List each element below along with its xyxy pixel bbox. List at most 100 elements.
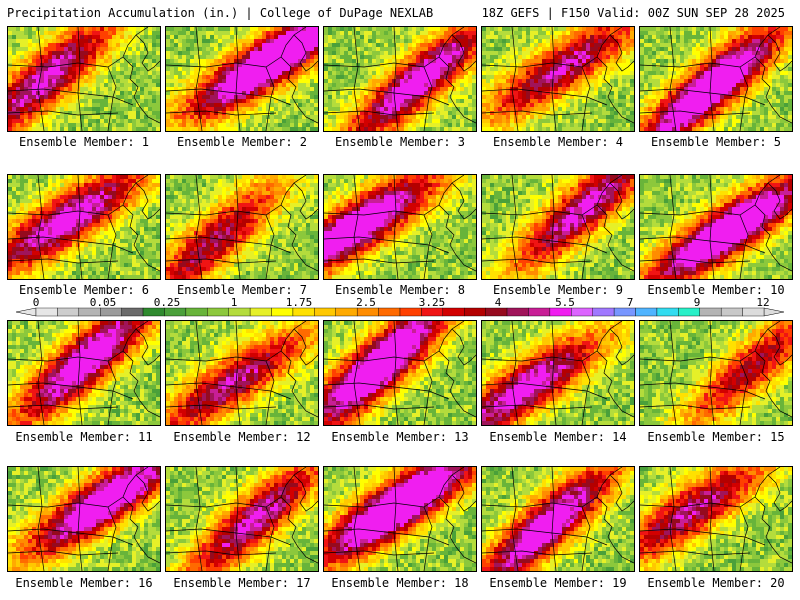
ensemble-member-label: Ensemble Member: 7: [162, 283, 322, 297]
ensemble-member-label: Ensemble Member: 12: [162, 430, 322, 444]
colorbar-swatch: [142, 307, 165, 317]
precip-field: [482, 27, 634, 131]
state-boundaries: [640, 467, 792, 571]
precip-field: [640, 467, 792, 571]
colorbar-swatch: [271, 307, 294, 317]
state-boundaries: [166, 321, 318, 425]
colorbar-swatch: [100, 307, 122, 317]
precip-field: [166, 27, 318, 131]
ensemble-member-label: Ensemble Member: 1: [4, 135, 164, 149]
state-boundaries: [166, 175, 318, 279]
state-boundaries: [324, 321, 476, 425]
colorbar-tick-label: 4: [495, 296, 502, 309]
ensemble-member-label: Ensemble Member: 4: [478, 135, 638, 149]
precip-field: [640, 321, 792, 425]
ensemble-member-map-2: [165, 26, 319, 132]
ensemble-member-label: Ensemble Member: 3: [320, 135, 480, 149]
state-boundaries: [482, 27, 634, 131]
colorbar-swatch: [528, 307, 551, 317]
colorbar-swatch: [399, 307, 422, 317]
colorbar-swatch: [742, 307, 765, 317]
ensemble-member-map-17: [165, 466, 319, 572]
colorbar-tick-label: 3.25: [419, 296, 446, 309]
precip-field: [8, 321, 160, 425]
precip-field: [166, 321, 318, 425]
state-boundaries: [324, 467, 476, 571]
ensemble-member-label: Ensemble Member: 10: [636, 283, 796, 297]
ensemble-member-map-4: [481, 26, 635, 132]
ensemble-member-map-13: [323, 320, 477, 426]
colorbar-swatch: [421, 307, 444, 317]
ensemble-member-map-15: [639, 320, 793, 426]
precip-field: [324, 175, 476, 279]
state-boundaries: [640, 175, 792, 279]
colorbar-swatch: [699, 307, 722, 317]
colorbar-swatch: [592, 307, 615, 317]
state-boundaries: [640, 27, 792, 131]
state-boundaries: [482, 467, 634, 571]
colorbar-swatch: [506, 307, 529, 317]
ensemble-member-label: Ensemble Member: 2: [162, 135, 322, 149]
colorbar-tick-label: 7: [627, 296, 634, 309]
ensemble-member-label: Ensemble Member: 6: [4, 283, 164, 297]
ensemble-member-label: Ensemble Member: 9: [478, 283, 638, 297]
state-boundaries: [8, 321, 160, 425]
ensemble-member-map-9: [481, 174, 635, 280]
colorbar-swatch: [442, 307, 465, 317]
colorbar-tick-label: 5.5: [555, 296, 575, 309]
colorbar-swatch: [35, 307, 58, 317]
colorbar-swatch: [549, 307, 572, 317]
colorbar-tick-label: 9: [694, 296, 701, 309]
state-boundaries: [482, 175, 634, 279]
colorbar-tick-label: 0.05: [90, 296, 117, 309]
colorbar-swatch: [57, 307, 80, 317]
precip-field: [324, 321, 476, 425]
ensemble-member-label: Ensemble Member: 19: [478, 576, 638, 590]
ensemble-member-map-5: [639, 26, 793, 132]
ensemble-member-label: Ensemble Member: 8: [320, 283, 480, 297]
colorbar-swatch: [635, 307, 658, 317]
state-boundaries: [8, 27, 160, 131]
colorbar-min-arrow: [15, 307, 37, 317]
state-boundaries: [324, 27, 476, 131]
ensemble-member-map-1: [7, 26, 161, 132]
ensemble-member-label: Ensemble Member: 5: [636, 135, 796, 149]
colorbar-swatch: [378, 307, 401, 317]
precip-field: [640, 27, 792, 131]
colorbar-swatch: [335, 307, 358, 317]
product-title: Precipitation Accumulation (in.) | Colle…: [7, 6, 433, 20]
precip-field: [482, 175, 634, 279]
colorbar-swatch: [613, 307, 636, 317]
precip-field: [324, 27, 476, 131]
ensemble-member-map-8: [323, 174, 477, 280]
state-boundaries: [166, 27, 318, 131]
colorbar-swatch: [207, 307, 229, 317]
ensemble-member-label: Ensemble Member: 20: [636, 576, 796, 590]
colorbar-tick-label: 1: [231, 296, 238, 309]
colorbar-max-arrow: [763, 307, 785, 317]
precip-colorbar: 0 0.05 0.25 1 1.75 2.5 3.25 4 5.5 7 9 12: [15, 296, 785, 317]
precip-field: [482, 321, 634, 425]
precip-field: [166, 175, 318, 279]
run-valid-time: 18Z GEFS | F150 Valid: 00Z SUN SEP 28 20…: [482, 6, 785, 20]
ensemble-member-map-12: [165, 320, 319, 426]
ensemble-member-label: Ensemble Member: 18: [320, 576, 480, 590]
colorbar-swatch: [571, 307, 593, 317]
state-boundaries: [8, 175, 160, 279]
colorbar-tick-label: 0.25: [154, 296, 181, 309]
ensemble-member-label: Ensemble Member: 11: [4, 430, 164, 444]
colorbar-swatch: [314, 307, 336, 317]
ensemble-member-map-3: [323, 26, 477, 132]
colorbar-swatch: [228, 307, 251, 317]
state-boundaries: [8, 467, 160, 571]
colorbar-tick-label: 2.5: [356, 296, 376, 309]
ensemble-member-label: Ensemble Member: 13: [320, 430, 480, 444]
ensemble-member-map-19: [481, 466, 635, 572]
colorbar-swatch: [164, 307, 187, 317]
colorbar-swatch: [720, 307, 743, 317]
state-boundaries: [640, 321, 792, 425]
ensemble-member-map-6: [7, 174, 161, 280]
colorbar-tick-label: 1.75: [286, 296, 313, 309]
state-boundaries: [482, 321, 634, 425]
ensemble-member-map-14: [481, 320, 635, 426]
